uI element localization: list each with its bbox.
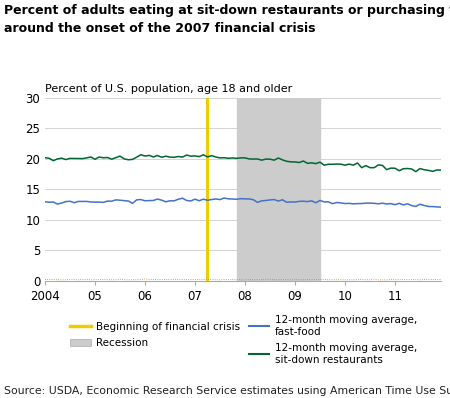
Bar — [237, 98, 320, 281]
Text: Percent of adults eating at sit-down restaurants or purchasing fast food peaked: Percent of adults eating at sit-down res… — [4, 4, 450, 17]
Text: around the onset of the 2007 financial crisis: around the onset of the 2007 financial c… — [4, 22, 316, 35]
Text: Source: USDA, Economic Research Service estimates using American Time Use Survey: Source: USDA, Economic Research Service … — [4, 386, 450, 396]
Text: Percent of U.S. population, age 18 and older: Percent of U.S. population, age 18 and o… — [45, 84, 292, 94]
Legend: Beginning of financial crisis, Recession, 12-month moving average,
fast-food, 12: Beginning of financial crisis, Recession… — [70, 315, 417, 365]
